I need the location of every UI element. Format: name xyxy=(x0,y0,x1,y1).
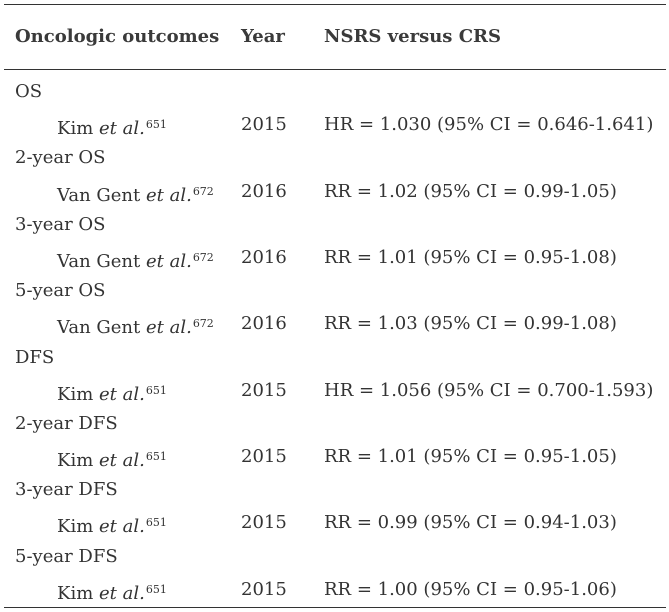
study-year: 2015 xyxy=(241,114,287,136)
table-row-group-label: 2-year OS xyxy=(4,143,666,176)
table-top-rule xyxy=(4,4,666,5)
outcome-group-label: DFS xyxy=(15,346,55,368)
header-nsrs-versus-crs: NSRS versus CRS xyxy=(324,26,501,47)
study-year: 2016 xyxy=(241,246,287,268)
table-row-group-label: 5-year OS xyxy=(4,276,666,309)
table-row-study: Kim et al.651 2015 RR = 0.99 (95% CI = 0.9… xyxy=(4,508,666,541)
table-row-study: Van Gent et al.672 2016 RR = 1.03 (95% CI … xyxy=(4,309,666,342)
outcome-group-label: 5-year DFS xyxy=(15,545,118,567)
study-year: 2015 xyxy=(241,379,287,401)
study-result: RR = 0.99 (95% CI = 0.94-1.03) xyxy=(324,512,617,534)
study-citation: Van Gent et al.672 xyxy=(57,243,214,277)
study-et-al: et al. xyxy=(99,383,145,405)
table-header-rule xyxy=(4,69,666,70)
outcome-group-label: 3-year OS xyxy=(15,213,106,235)
study-et-al: et al. xyxy=(99,118,145,140)
study-result: RR = 1.03 (95% CI = 0.99-1.08) xyxy=(324,313,617,335)
study-reference-number: 651 xyxy=(145,450,167,464)
table-bottom-rule xyxy=(4,607,666,608)
outcome-group-label: 5-year OS xyxy=(15,280,106,302)
study-reference-number: 651 xyxy=(145,118,167,132)
study-author: Kim xyxy=(57,516,94,538)
study-author: Kim xyxy=(57,383,94,405)
study-result: RR = 1.01 (95% CI = 0.95-1.05) xyxy=(324,446,617,468)
header-oncologic-outcomes: Oncologic outcomes xyxy=(15,26,220,47)
table-row-study: Kim et al.651 2015 RR = 1.01 (95% CI = 0.9… xyxy=(4,442,666,475)
table-row-group-label: 3-year OS xyxy=(4,210,666,243)
table-row-group-label: 2-year DFS xyxy=(4,409,666,442)
study-reference-number: 672 xyxy=(192,184,214,198)
study-year: 2015 xyxy=(241,578,287,600)
table-header-row: Oncologic outcomes Year NSRS versus CRS xyxy=(4,26,666,54)
study-et-al: et al. xyxy=(145,250,192,272)
table-row-study: Van Gent et al.672 2016 RR = 1.01 (95% CI … xyxy=(4,243,666,276)
table-row-study: Kim et al.651 2015 RR = 1.00 (95% CI = 0.9… xyxy=(4,575,666,608)
study-author: Kim xyxy=(57,450,94,472)
study-reference-number: 651 xyxy=(145,383,167,397)
study-citation: Kim et al.651 xyxy=(57,508,167,542)
table-row-group-label: 3-year DFS xyxy=(4,475,666,508)
study-citation: Van Gent et al.672 xyxy=(57,309,214,343)
study-reference-number: 672 xyxy=(192,317,214,331)
study-author: Van Gent xyxy=(57,317,141,339)
study-year: 2016 xyxy=(241,180,287,202)
study-author: Kim xyxy=(57,582,94,604)
study-et-al: et al. xyxy=(99,516,145,538)
table-row-study: Kim et al.651 2015 HR = 1.030 (95% CI = 0.… xyxy=(4,110,666,143)
header-year: Year xyxy=(241,26,285,47)
study-result: RR = 1.02 (95% CI = 0.99-1.05) xyxy=(324,180,617,202)
study-citation: Van Gent et al.672 xyxy=(57,177,214,211)
outcome-group-label: 2-year OS xyxy=(15,147,106,169)
study-reference-number: 672 xyxy=(192,250,214,264)
table-row-study: Kim et al.651 2015 HR = 1.056 (95% CI = 0.… xyxy=(4,376,666,409)
study-result: HR = 1.030 (95% CI = 0.646-1.641) xyxy=(324,114,654,136)
study-result: HR = 1.056 (95% CI = 0.700-1.593) xyxy=(324,379,654,401)
table-row-group-label: OS xyxy=(4,77,666,110)
study-reference-number: 651 xyxy=(145,582,167,596)
study-year: 2015 xyxy=(241,512,287,534)
outcome-group-label: 3-year DFS xyxy=(15,479,118,501)
study-citation: Kim et al.651 xyxy=(57,575,167,609)
study-et-al: et al. xyxy=(99,582,145,604)
table-row-group-label: 5-year DFS xyxy=(4,542,666,575)
study-et-al: et al. xyxy=(145,184,192,206)
table-row-study: Van Gent et al.672 2016 RR = 1.02 (95% CI … xyxy=(4,177,666,210)
study-author: Van Gent xyxy=(57,250,141,272)
study-et-al: et al. xyxy=(145,317,192,339)
study-citation: Kim et al.651 xyxy=(57,110,167,144)
study-result: RR = 1.00 (95% CI = 0.95-1.06) xyxy=(324,578,617,600)
outcome-group-label: 2-year DFS xyxy=(15,412,118,434)
study-citation: Kim et al.651 xyxy=(57,442,167,476)
study-author: Van Gent xyxy=(57,184,141,206)
table-row-group-label: DFS xyxy=(4,343,666,376)
study-et-al: et al. xyxy=(99,450,145,472)
outcome-group-label: OS xyxy=(15,81,43,102)
study-result: RR = 1.01 (95% CI = 0.95-1.08) xyxy=(324,246,617,268)
study-year: 2015 xyxy=(241,446,287,468)
study-year: 2016 xyxy=(241,313,287,335)
study-citation: Kim et al.651 xyxy=(57,376,167,410)
study-author: Kim xyxy=(57,118,94,140)
study-reference-number: 651 xyxy=(145,516,167,530)
table-body: OS Kim et al.651 2015 HR = 1.030 (95% CI = … xyxy=(4,77,666,608)
